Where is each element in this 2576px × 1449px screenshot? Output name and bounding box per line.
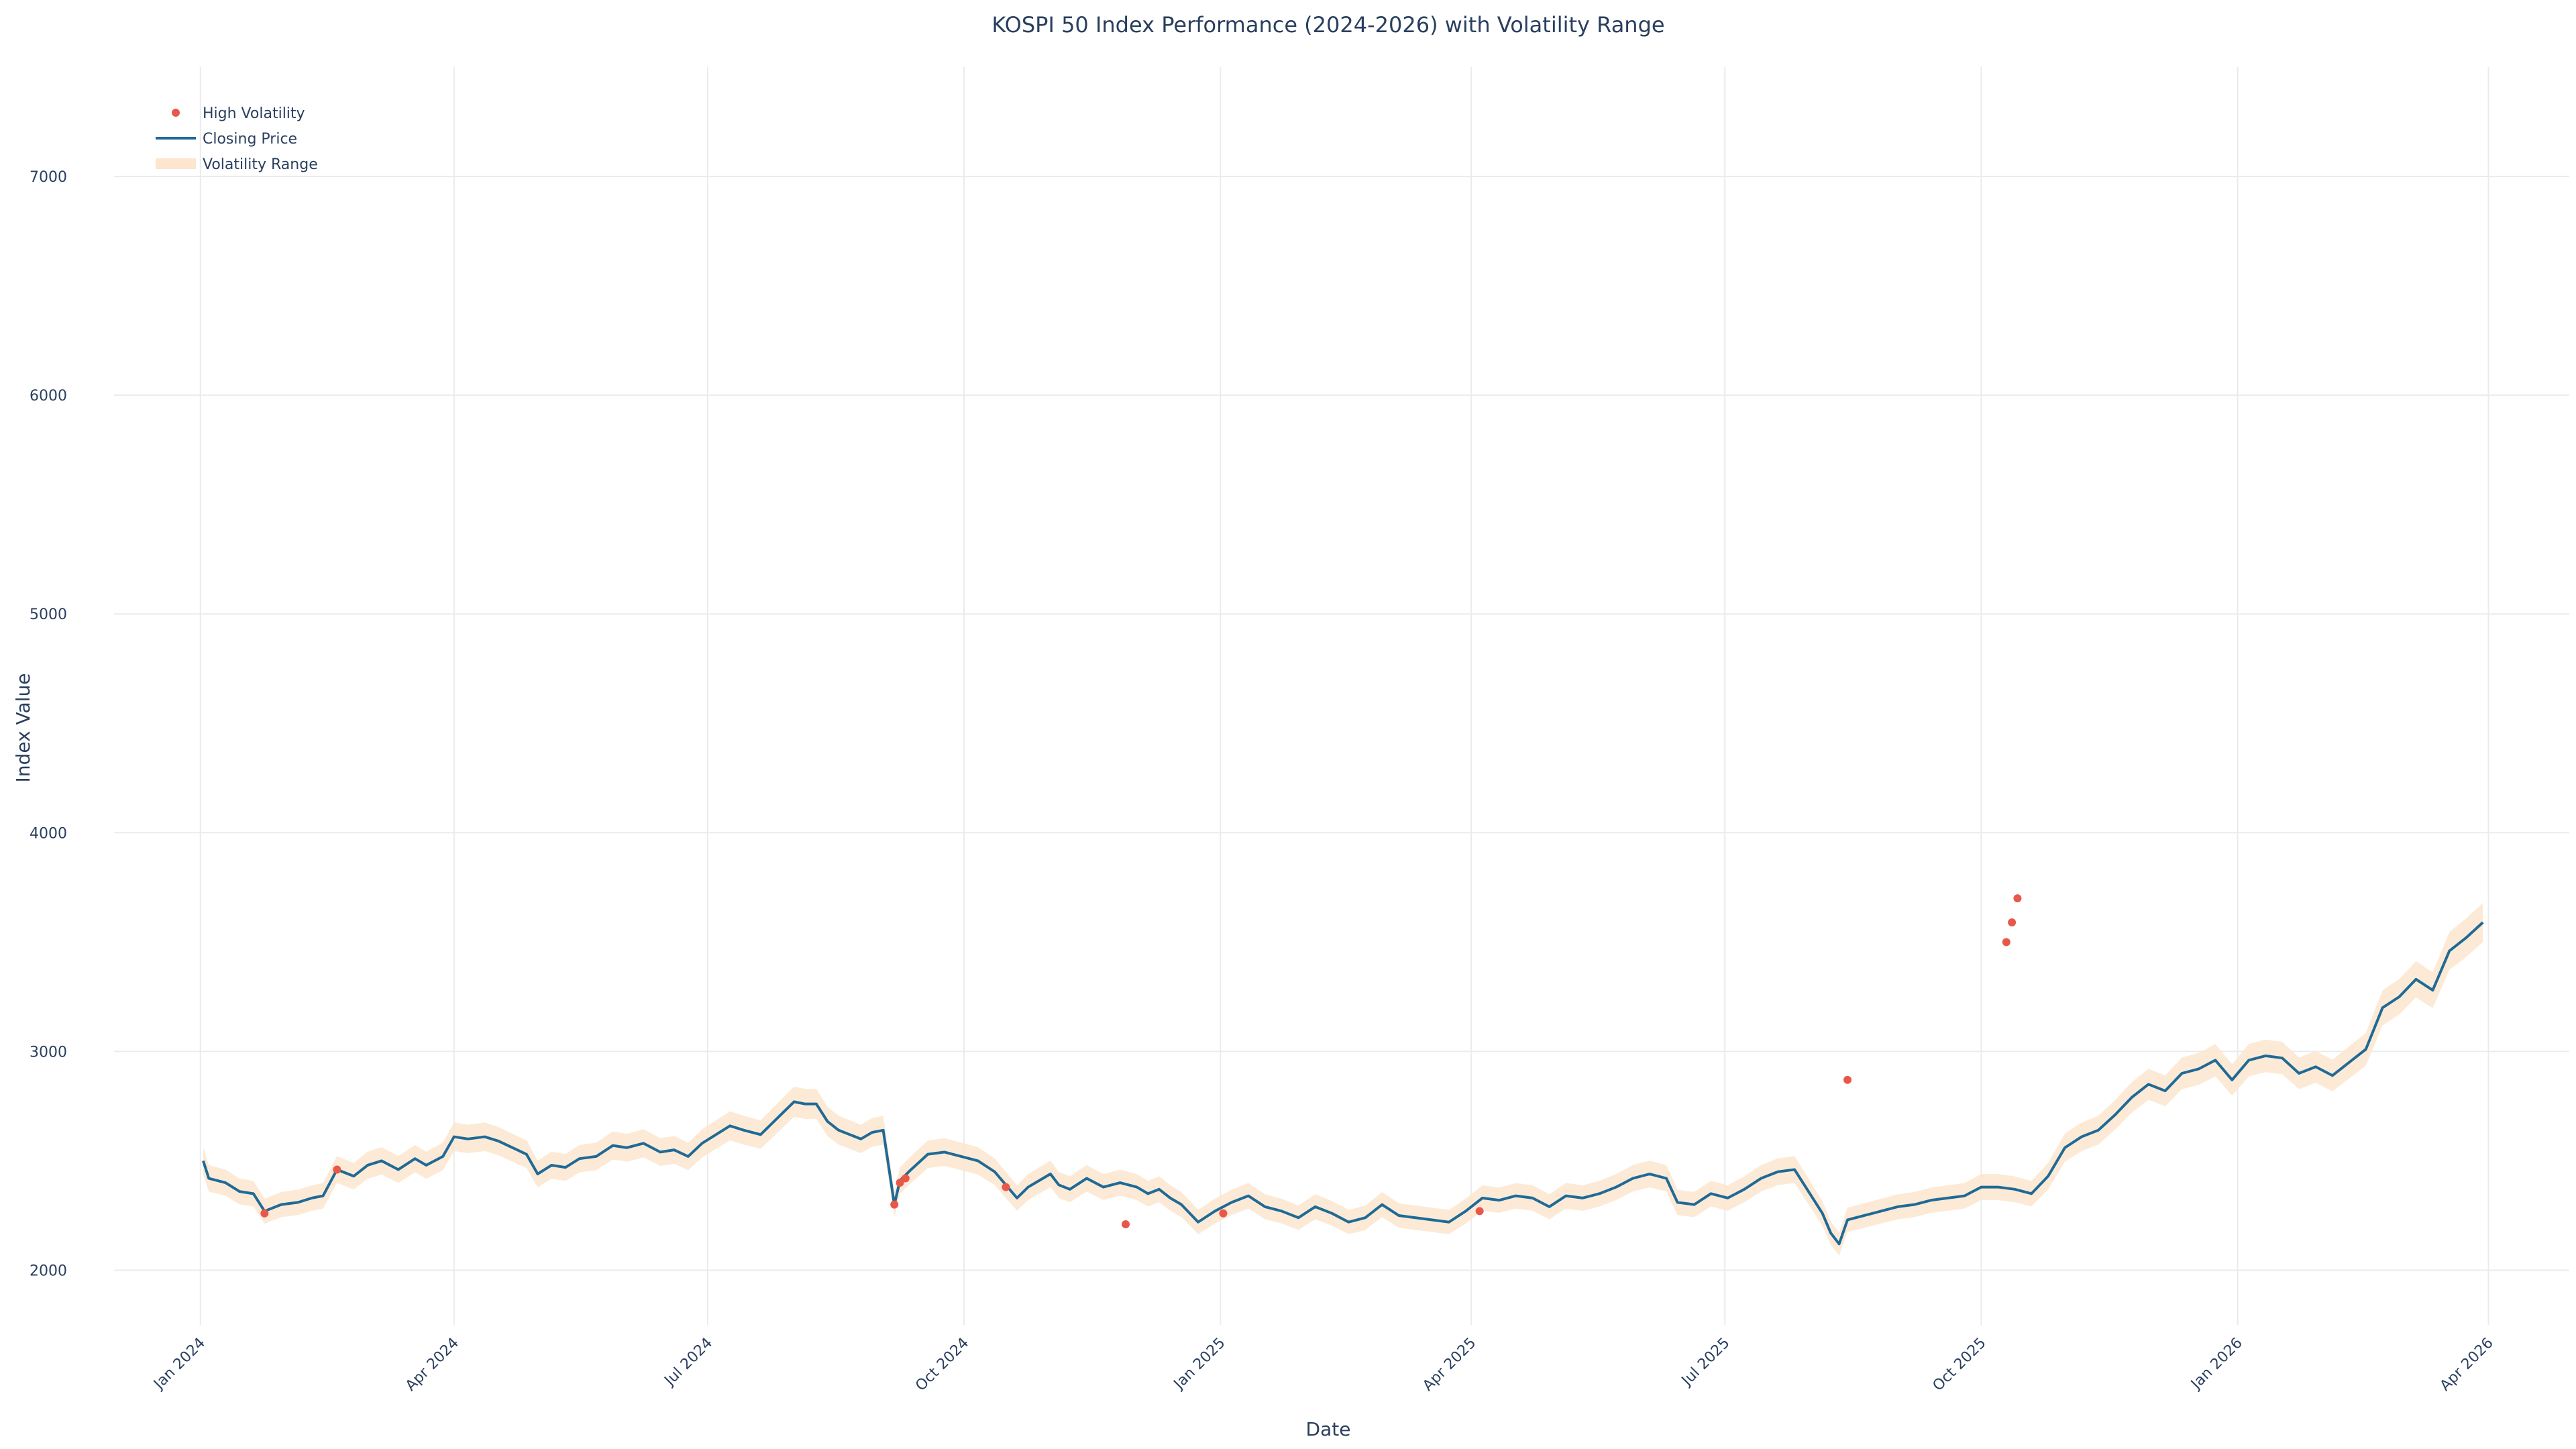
high-volatility-marker xyxy=(901,1174,910,1183)
legend-marker-swatch xyxy=(172,109,180,117)
grid xyxy=(114,67,2569,1325)
y-tick-label: 2000 xyxy=(30,1263,67,1279)
y-axis-ticks: 2000 3000 4000 5000 6000 7000 xyxy=(30,169,67,1279)
high-volatility-marker xyxy=(890,1200,899,1209)
y-tick-label: 7000 xyxy=(30,169,67,186)
x-axis-ticks: Jan 2024 Apr 2024 Jul 2024 Oct 2024 Jan 2025… xyxy=(150,1335,2496,1395)
x-tick-label: Jan 2024 xyxy=(150,1335,209,1394)
legend-label: Volatility Range xyxy=(203,156,318,173)
y-tick-label: 5000 xyxy=(30,606,67,623)
volatility-band-layer xyxy=(203,902,2483,1256)
y-tick-label: 4000 xyxy=(30,825,67,842)
high-volatility-marker xyxy=(2008,918,2017,926)
volatility-range-band xyxy=(203,902,2483,1256)
high-volatility-marker xyxy=(260,1209,269,1218)
legend-band-swatch xyxy=(156,158,196,169)
x-tick-label: Apr 2025 xyxy=(1419,1335,1479,1395)
y-tick-label: 6000 xyxy=(30,388,67,405)
legend-label: High Volatility xyxy=(203,105,305,122)
high-volatility-markers xyxy=(260,894,2022,1228)
closing-price-layer xyxy=(202,921,2484,1246)
high-volatility-marker xyxy=(896,1179,904,1187)
legend: High Volatility Closing Price Volatility R… xyxy=(156,105,318,173)
high-volatility-marker xyxy=(1843,1075,1852,1084)
high-volatility-marker xyxy=(1122,1220,1130,1228)
x-tick-label: Apr 2026 xyxy=(2437,1335,2497,1395)
x-tick-label: Oct 2024 xyxy=(912,1335,972,1395)
y-axis-title: Index Value xyxy=(12,674,34,783)
high-volatility-marker xyxy=(1002,1183,1010,1191)
x-tick-label: Jul 2024 xyxy=(661,1335,716,1390)
high-volatility-marker xyxy=(2013,894,2022,903)
high-volatility-marker xyxy=(333,1165,341,1174)
x-tick-label: Jan 2026 xyxy=(2187,1335,2246,1394)
closing-price-line xyxy=(202,921,2484,1246)
y-tick-label: 3000 xyxy=(30,1044,67,1061)
chart-title: KOSPI 50 Index Performance (2024-2026) w… xyxy=(991,12,1664,38)
high-volatility-marker xyxy=(1475,1207,1484,1216)
x-tick-label: Jul 2025 xyxy=(1678,1335,1733,1390)
high-volatility-marker xyxy=(2002,938,2010,947)
x-axis-title: Date xyxy=(1306,1418,1351,1440)
x-tick-label: Oct 2025 xyxy=(1930,1335,1990,1395)
x-tick-label: Jan 2025 xyxy=(1170,1335,1229,1394)
legend-label: Closing Price xyxy=(203,131,297,148)
high-volatility-marker xyxy=(1219,1209,1228,1218)
x-tick-label: Apr 2024 xyxy=(402,1335,462,1395)
